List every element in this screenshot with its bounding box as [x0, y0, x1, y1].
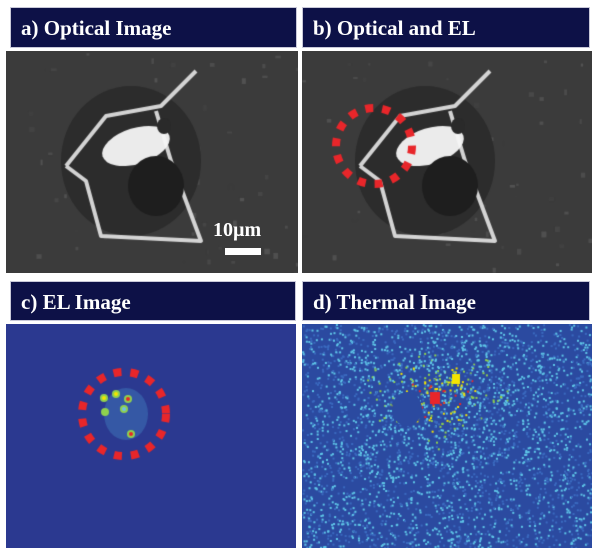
panel-d-title: d) Thermal Image: [302, 281, 590, 321]
scale-bar: [225, 248, 261, 255]
panel-c-title: c) EL Image: [10, 281, 296, 321]
optical-el-image: [302, 51, 592, 273]
panel-a-title: a) Optical Image: [10, 7, 297, 48]
scale-bar-label: 10µm: [213, 219, 262, 241]
thermal-image: [302, 324, 592, 548]
panel-b-title: b) Optical and EL: [302, 7, 590, 48]
optical-image: 10µm: [6, 51, 298, 273]
el-image: [6, 324, 296, 548]
